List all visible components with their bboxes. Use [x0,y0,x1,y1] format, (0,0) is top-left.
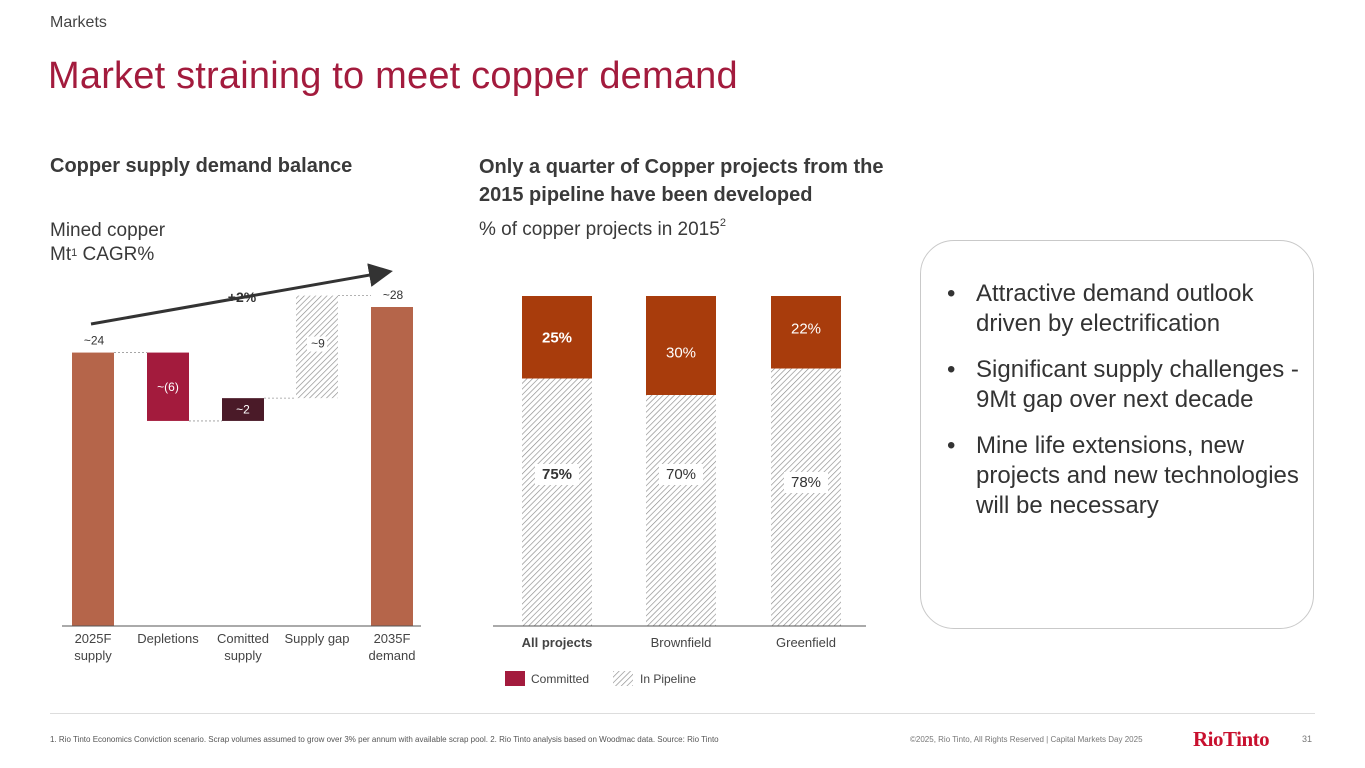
waterfall-bar-1 [72,352,114,626]
cagr-arrow [90,263,393,326]
footnote: 1. Rio Tinto Economics Conviction scenar… [50,735,719,744]
pipeline-value-label: 75% [542,466,572,483]
category-line: Comitted [217,631,269,646]
category-line: Depletions [137,631,199,646]
stacked-category-label: Brownfield [651,635,712,650]
waterfall-category-label: 2035F demand [369,631,416,663]
committed-value-label: 22% [791,320,821,337]
page-number: 31 [1302,734,1313,744]
waterfall-category-label: Supply gap [284,631,349,646]
legend-pipeline-label: In Pipeline [640,672,696,686]
committed-value-label: 25% [542,329,572,346]
bullet-icon: • [947,280,956,307]
committed-value-label: 30% [666,345,696,362]
copyright: ©2025, Rio Tinto, All Rights Reserved | … [910,735,1143,744]
rio-tinto-logo: RioTinto [1193,727,1270,751]
pipeline-value-label: 70% [666,466,696,483]
bullet-item: • Significant supply challenges - 9Mt gap… [943,355,1303,415]
bullet-text: Attractive demand outlook driven by elec… [976,280,1254,337]
cagr-annotation: +2% [228,289,257,305]
right-chart-heading: Only a quarter of Copper projects from t… [479,156,884,206]
subtitle-line-1: Mined copper [50,220,166,241]
waterfall-value-label: ~(6) [157,380,179,394]
unit-text: Mt [50,244,72,265]
section-label: Markets [50,14,107,31]
legend-committed-swatch [505,671,525,686]
subtitle-text: % of copper projects in 2015 [479,219,720,240]
pipeline-bar-2 [646,395,716,626]
pipeline-value-label: 78% [791,474,821,491]
category-line: supply [224,648,262,663]
category-line: 2035F [374,631,411,646]
right-chart-subtitle: % of copper projects in 20152 [479,217,726,241]
category-line: supply [74,648,112,663]
legend-committed-label: Committed [531,672,589,686]
bullet-text: Significant supply challenges - 9Mt gap … [976,356,1299,413]
bullet-item: • Mine life extensions, new projects and … [943,431,1303,521]
left-chart-subtitle: Mined copper Mt1 CAGR% [50,219,165,267]
bullet-list: • Attractive demand outlook driven by ele… [943,279,1303,537]
category-line: demand [369,648,416,663]
waterfall-value-label: ~2 [236,403,250,417]
stacked-category-label: Greenfield [776,635,836,650]
pipeline-bar-1 [522,378,592,626]
label-backdrop [307,336,327,352]
stacked-category-label: All projects [522,635,593,650]
committed-bar-3 [771,296,841,369]
pipeline-bar-3 [771,368,841,626]
cagr-text: CAGR% [77,244,155,265]
waterfall-chart: ~24 ~(6) ~2 ~9 ~28 2025F supply Depletions Comit… [62,263,421,663]
label-backdrop [535,464,579,485]
category-line: Supply gap [284,631,349,646]
label-backdrop [659,464,703,485]
stacked-bar-chart: 25% 75% All projects 30% 70% Brownfield 22% 78%… [493,296,866,686]
bullet-item: • Attractive demand outlook driven by ele… [943,279,1303,339]
waterfall-bar-2 [147,352,189,421]
waterfall-category-label: 2025F supply [74,631,112,663]
waterfall-bar-5 [371,307,413,626]
waterfall-value-label: ~24 [84,334,105,348]
waterfall-category-label: Comitted supply [217,631,269,663]
bullet-text: Mine life extensions, new projects and n… [976,432,1299,519]
committed-bar-2 [646,296,716,395]
label-backdrop [784,472,828,493]
committed-bar-1 [522,296,592,379]
waterfall-value-label: ~9 [311,337,325,351]
bullet-icon: • [947,356,956,383]
footer-divider [50,713,1315,714]
subtitle-line-2: Mt1 CAGR% [50,243,165,267]
footnote-ref: 2 [719,217,726,229]
waterfall-bar-3 [222,398,264,421]
waterfall-value-label: ~28 [383,288,404,302]
footnote-ref: 1 [71,247,78,259]
key-points-card: • Attractive demand outlook driven by ele… [920,240,1314,629]
legend-pipeline-swatch [613,671,633,686]
category-line: 2025F [75,631,112,646]
waterfall-category-label: Depletions [137,631,199,646]
bullet-icon: • [947,432,956,459]
page-title: Market straining to meet copper demand [48,55,738,97]
left-chart-heading: Copper supply demand balance [50,155,353,177]
